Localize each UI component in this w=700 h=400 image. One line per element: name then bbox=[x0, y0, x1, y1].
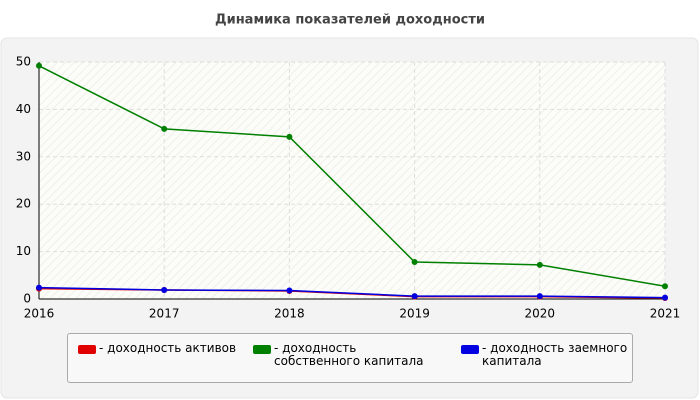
legend-label: - доходность собственного капитала bbox=[274, 341, 424, 368]
data-point bbox=[161, 286, 168, 293]
data-point bbox=[286, 287, 293, 294]
x-tick-label: 2019 bbox=[399, 307, 430, 321]
legend-icon bbox=[78, 345, 96, 354]
x-tick-label: 2020 bbox=[525, 307, 556, 321]
y-tick-label: 0 bbox=[23, 292, 31, 306]
data-point bbox=[286, 133, 293, 140]
x-tick-label: 2021 bbox=[650, 307, 681, 321]
x-tick-label: 2016 bbox=[24, 307, 55, 321]
x-tick-label: 2018 bbox=[274, 307, 305, 321]
y-tick-label: 20 bbox=[16, 197, 31, 211]
y-tick-label: 30 bbox=[16, 149, 31, 163]
data-point bbox=[36, 284, 42, 291]
legend-label: - доходность активов bbox=[99, 341, 237, 355]
legend: - доходность активов - доходность собстве… bbox=[67, 333, 633, 383]
data-point bbox=[662, 294, 668, 301]
data-point bbox=[536, 293, 543, 300]
x-tick-label: 2017 bbox=[149, 307, 180, 321]
data-point bbox=[411, 259, 418, 266]
data-point bbox=[36, 62, 42, 69]
series-line bbox=[38, 65, 666, 287]
chart-title: Динамика показателей доходности bbox=[215, 13, 485, 28]
series-line bbox=[38, 286, 666, 299]
legend-icon bbox=[461, 345, 479, 354]
legend-label: - доходность заемного капитала bbox=[482, 341, 628, 368]
data-point bbox=[662, 283, 668, 290]
y-tick-label: 10 bbox=[16, 244, 31, 258]
plot-area bbox=[39, 62, 665, 299]
y-tick-label: 50 bbox=[16, 55, 31, 69]
legend-icon bbox=[253, 345, 271, 354]
y-tick-label: 40 bbox=[16, 102, 31, 116]
data-point bbox=[411, 293, 418, 300]
data-point bbox=[536, 261, 543, 268]
data-point bbox=[161, 125, 168, 132]
